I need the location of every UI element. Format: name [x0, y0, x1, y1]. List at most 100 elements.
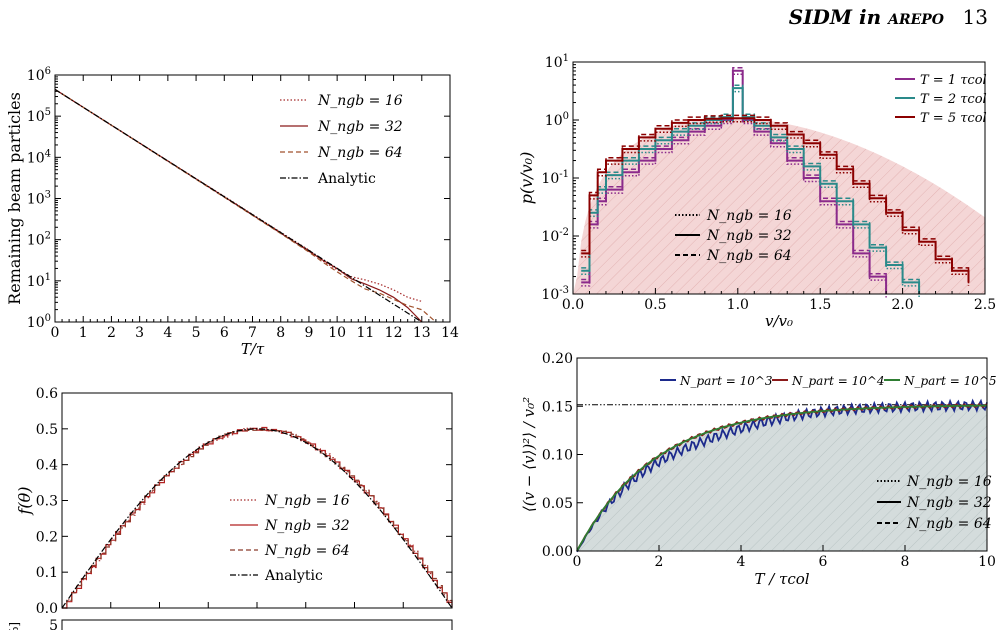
color-legend-entry-1: N_part = 10^4: [791, 374, 885, 388]
plot-frame: [572, 61, 986, 295]
series-line-0: [576, 398, 988, 553]
x-tick-label: 10: [328, 325, 346, 341]
y-tick-label: 0.0: [36, 601, 58, 617]
color-legend-entry-0: T = 1 τcol: [920, 73, 987, 88]
plot-frame: [54, 74, 451, 323]
page-header: SIDM in arepo 13: [0, 0, 1004, 40]
next-panel-tick: 5: [49, 618, 58, 630]
y-tick-label: 104: [27, 148, 51, 166]
x-tick-label: 1: [79, 325, 88, 341]
y-tick-label: 10-3: [541, 285, 569, 303]
x-tick-label: 6: [220, 325, 229, 341]
x-axis-label: v/v₀: [765, 312, 793, 330]
y-tick-label: 0.15: [542, 399, 573, 415]
style-legend-entry-0: N_ngb = 16: [906, 474, 992, 490]
series-step-dotted-0: [581, 73, 887, 298]
legend-entry-2: N_ngb = 64: [264, 543, 350, 559]
series-line-3: [61, 428, 453, 609]
y-tick-label: 101: [545, 53, 569, 71]
x-tick-label: 9: [304, 325, 313, 341]
velocity-dispersion-chart: 0 2 4 6 8 10 0.00 0.05 0.10 0.15 0.20 T / τcol ⟨(v −…: [520, 351, 997, 588]
next-panel-label-fragment: %]: [7, 622, 21, 630]
y-tick-label: 0.4: [36, 458, 58, 474]
y-tick-label: 0.2: [36, 529, 58, 545]
y-tick-label: 10-2: [541, 227, 569, 245]
color-legend-entry-0: N_part = 10^3: [679, 374, 773, 388]
x-axis-label: T/τ: [241, 340, 265, 358]
x-tick-label: 14: [441, 325, 459, 341]
x-tick-label: 10: [978, 554, 996, 570]
x-tick-label: 2.5: [974, 297, 996, 313]
page-number: 13: [962, 5, 988, 29]
running-title: SIDM in arepo: [788, 5, 944, 29]
series-line-1: [62, 426, 453, 609]
x-tick-label: 7: [248, 325, 257, 341]
velocity-distribution-chart: 0.0 0.5 1.0 1.5 2.0 2.5 10-3 10-2 10-1 100 101 v/v₀…: [517, 53, 996, 330]
x-tick-label: 12: [385, 325, 403, 341]
y-tick-label: 0.5: [36, 422, 58, 438]
y-tick-label: 0.00: [542, 544, 573, 560]
style-legend-entry-2: N_ngb = 64: [906, 516, 992, 532]
style-legend-entry-0: N_ngb = 16: [706, 208, 792, 224]
y-axis-label: p(v/v₀): [517, 152, 536, 205]
legend-entry-1: N_ngb = 32: [264, 518, 350, 534]
color-legend-entry-1: T = 2 τcol: [920, 92, 987, 107]
beam-chart: 0 1 2 3 4 5 6 7 8 9 10 11 12 13 1410010110210310410510…: [5, 66, 459, 358]
x-tick-label: 0: [573, 554, 582, 570]
y-tick-label: 105: [27, 107, 51, 125]
x-tick-label: 2.0: [891, 297, 913, 313]
series-line-3: [54, 88, 423, 323]
y-tick-label: 100: [27, 313, 51, 331]
color-legend-entry-2: N_part = 10^5: [903, 374, 997, 388]
style-legend-entry-1: N_ngb = 32: [906, 495, 992, 511]
series-line-2: [54, 88, 437, 323]
plot-frame: [61, 392, 453, 609]
y-tick-label: 103: [27, 190, 51, 208]
y-tick-label: 0.1: [36, 565, 58, 581]
y-axis-label: ⟨(v − ⟨v⟩)²⟩ / v₀²: [520, 397, 538, 512]
y-tick-label: 0.10: [542, 448, 573, 464]
color-legend-entry-2: T = 5 τcol: [920, 111, 987, 126]
x-tick-label: 8: [901, 554, 910, 570]
angle-distribution-chart: 0.0 0.1 0.2 0.3 0.4 0.5 0.6 f(θ) N_ngb = 16 N_ngb…: [7, 386, 453, 630]
x-tick-label: 11: [356, 325, 374, 341]
y-tick-label: 10-1: [541, 169, 569, 187]
x-tick-label: 4: [163, 325, 172, 341]
next-panel-frame: [61, 619, 453, 630]
y-tick-label: 0.05: [542, 496, 573, 512]
plot-frame: [576, 357, 988, 552]
x-axis-label: T / τcol: [754, 570, 809, 588]
analytic-shaded-region: [573, 118, 985, 294]
x-tick-label: 4: [737, 554, 746, 570]
series-line-0: [62, 427, 453, 609]
x-tick-label: 0.0: [562, 297, 584, 313]
legend-entry-2: N_ngb = 64: [317, 145, 403, 161]
x-tick-label: 1.0: [727, 297, 749, 313]
legend-entry-0: N_ngb = 16: [317, 93, 403, 109]
y-tick-label: 106: [27, 66, 51, 84]
x-tick-label: 2: [107, 325, 116, 341]
x-tick-label: 6: [819, 554, 828, 570]
x-tick-label: 3: [135, 325, 144, 341]
x-tick-label: 0: [51, 325, 60, 341]
y-tick-label: 0.6: [36, 386, 58, 402]
x-tick-label: 5: [192, 325, 201, 341]
y-tick-label: 101: [27, 272, 51, 290]
x-tick-label: 1.5: [809, 297, 831, 313]
y-axis-label: Remaining beam particles: [5, 92, 24, 305]
style-legend-entry-2: N_ngb = 64: [706, 248, 792, 264]
legend-entry-3: Analytic: [317, 171, 376, 187]
y-tick-label: 102: [27, 231, 51, 249]
y-axis-label: f(θ): [15, 486, 34, 515]
legend-entry-1: N_ngb = 32: [317, 119, 403, 135]
series-line-2: [62, 429, 453, 609]
x-tick-label: 8: [276, 325, 285, 341]
x-tick-label: 13: [413, 325, 431, 341]
series-line-2: [576, 404, 987, 552]
legend-entry-3: Analytic: [264, 568, 323, 584]
x-tick-label: 2: [655, 554, 664, 570]
legend-entry-0: N_ngb = 16: [264, 493, 350, 509]
series-step-dotted-2: [581, 120, 970, 286]
x-tick-label: 0.5: [644, 297, 666, 313]
y-tick-label: 0.20: [542, 351, 573, 367]
